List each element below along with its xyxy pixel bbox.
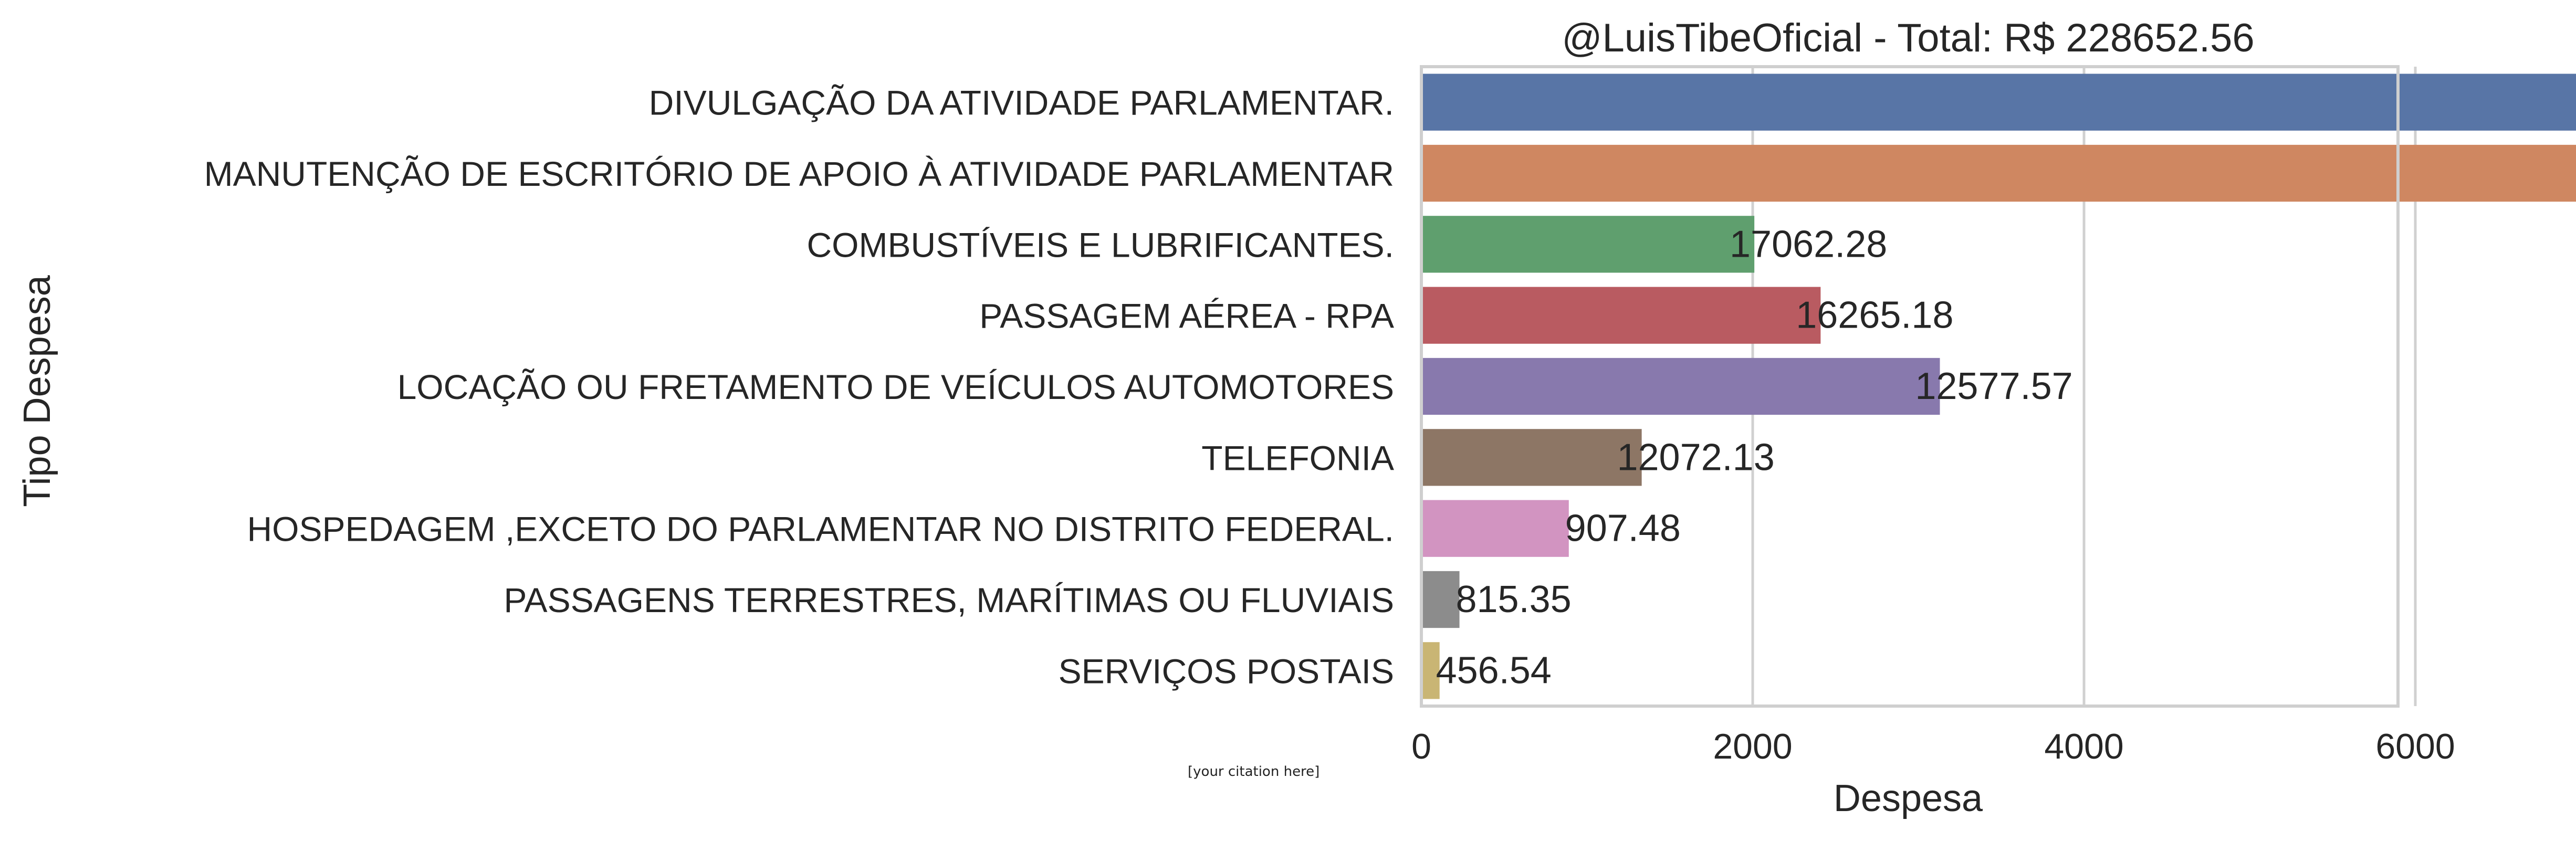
value-label: 12577.57: [1915, 365, 2072, 407]
category-label: SERVIÇOS POSTAIS: [1059, 651, 1394, 690]
category-label: MANUTENÇÃO DE ESCRITÓRIO DE APOIO À ATIV…: [204, 154, 1394, 193]
category-label: HOSPEDAGEM ,EXCETO DO PARLAMENTAR NO DIS…: [247, 510, 1394, 549]
category-label: COMBUSTÍVEIS E LUBRIFICANTES.: [807, 225, 1394, 264]
value-label: 907.48: [1565, 508, 1681, 550]
plot-frame: [1420, 65, 2400, 708]
bar: [1421, 500, 1569, 557]
bar: [1421, 358, 1940, 415]
value-labels: 101104.6167391.4217062.2816265.1812577.5…: [1436, 223, 2073, 691]
bar: [1421, 642, 1440, 699]
chart-title: @LuisTibeOficial - Total: R$ 228652.56: [1562, 16, 2254, 60]
category-label: LOCAÇÃO OU FRETAMENTO DE VEÍCULOS AUTOMO…: [397, 367, 1394, 406]
value-label: 12072.13: [1617, 436, 1774, 478]
value-label: 456.54: [1436, 649, 1552, 691]
y-axis-title: Tipo Despesa: [16, 275, 58, 507]
x-axis-title: Despesa: [1834, 777, 1983, 819]
category-label: TELEFONIA: [1201, 438, 1394, 477]
plot-border: [1420, 65, 2400, 708]
category-label: DIVULGAÇÃO DA ATIVIDADE PARLAMENTAR.: [649, 83, 1394, 122]
value-label: 815.35: [1455, 579, 1571, 621]
x-tick-label: 6000: [2375, 727, 2455, 766]
bar: [1421, 216, 1755, 273]
bar: [1421, 429, 1642, 486]
bar: [1421, 144, 2576, 202]
value-label: 17062.28: [1730, 223, 1887, 265]
bar: [1421, 571, 1460, 628]
category-label: PASSAGEM AÉREA - RPA: [979, 297, 1394, 335]
value-label: 16265.18: [1796, 295, 1953, 337]
x-tick-label: 4000: [2044, 727, 2123, 766]
x-tick-labels: 0200040006000800010000: [1411, 727, 2455, 766]
x-tick-label: 0: [1411, 727, 1431, 766]
x-tick-label: 2000: [1713, 727, 1792, 766]
citation-note: [your citation here]: [1188, 764, 1320, 780]
bar: [1421, 287, 1821, 344]
bar: [1421, 73, 2576, 131]
category-labels: DIVULGAÇÃO DA ATIVIDADE PARLAMENTAR. MANU…: [204, 83, 1394, 691]
category-label: PASSAGENS TERRESTRES, MARÍTIMAS OU FLUVI…: [504, 581, 1394, 619]
bars: [1421, 73, 2576, 699]
